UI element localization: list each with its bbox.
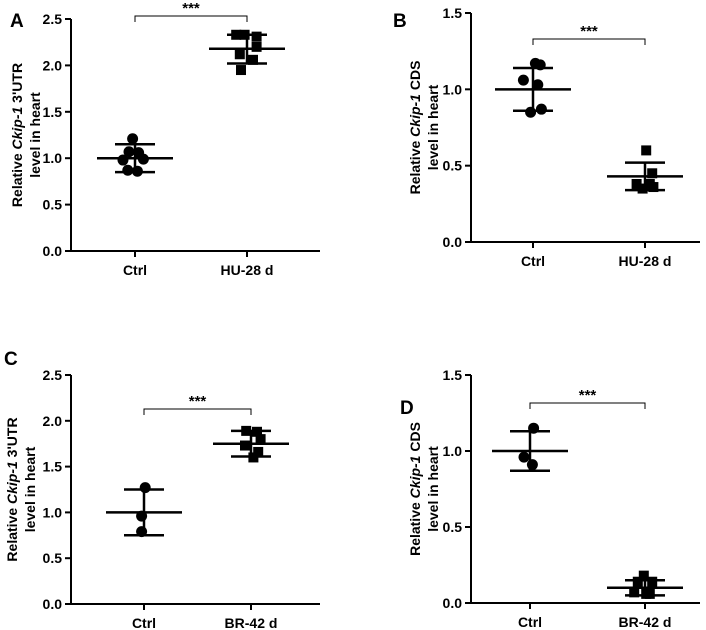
- data-point: [117, 154, 129, 166]
- y-tick-label: 0.5: [43, 550, 63, 566]
- data-point: [240, 440, 250, 451]
- y-tick-label: 1.5: [43, 104, 63, 120]
- data-point: [517, 74, 529, 86]
- y-axis-label: Relative Ckip-1 3'UTRlevel in heart: [9, 63, 43, 207]
- y-tick-label: 0.0: [43, 596, 63, 612]
- data-point: [139, 482, 151, 494]
- data-point: [629, 587, 640, 598]
- panel-c: C 0.0 0.5 1.0 1.5 2.0 2.5 Ctrl BR-42 d Relative C…: [4, 349, 320, 630]
- data-point: [122, 164, 134, 176]
- x-category-label: HU-28 d: [619, 253, 672, 269]
- data-point: [248, 54, 258, 65]
- x-category-label: Ctrl: [518, 614, 542, 630]
- panel-letter: B: [393, 11, 407, 32]
- data-point: [641, 145, 652, 156]
- data-point: [648, 182, 659, 193]
- y-tick-label: 0.5: [43, 197, 63, 213]
- panel-letter: D: [400, 398, 414, 419]
- y-tick-label: 1.0: [43, 504, 63, 520]
- data-point: [255, 434, 266, 445]
- data-point: [251, 41, 262, 52]
- y-tick-label: 0.0: [443, 595, 463, 611]
- panel-letter: A: [10, 11, 24, 32]
- data-point: [631, 178, 642, 189]
- y-tick-label: 1.5: [443, 5, 463, 21]
- data-point: [123, 146, 135, 158]
- data-point: [136, 526, 148, 538]
- data-point: [647, 576, 658, 587]
- x-category-label: BR-42 d: [619, 614, 672, 630]
- panel-d: D 0.0 0.5 1.0 1.5 Ctrl BR-42 d Relative Ckip-1 …: [400, 367, 700, 630]
- data-point: [253, 446, 264, 457]
- data-point: [234, 49, 245, 60]
- data-point: [526, 459, 538, 471]
- y-tick-label: 0.5: [443, 519, 463, 535]
- data-point: [638, 570, 649, 581]
- data-point: [131, 165, 143, 177]
- y-tick-label: 1.0: [443, 81, 463, 97]
- data-point: [632, 576, 643, 587]
- x-category-label: BR-42 d: [225, 615, 278, 630]
- significance-bracket: [134, 15, 248, 22]
- y-tick-label: 1.5: [43, 459, 63, 475]
- data-point: [525, 106, 537, 118]
- significance-bracket: [143, 408, 252, 415]
- data-point: [127, 133, 139, 145]
- y-tick-label: 0.5: [443, 158, 463, 174]
- data-point: [535, 103, 547, 115]
- y-tick-label: 1.0: [43, 150, 63, 166]
- significance-label: ***: [189, 393, 207, 410]
- x-category-label: HU-28 d: [221, 262, 274, 278]
- data-point: [528, 422, 540, 434]
- y-axis-label: Relative Ckip-1 CDSlevel in heart: [407, 61, 441, 195]
- x-category-label: Ctrl: [521, 253, 545, 269]
- data-point: [532, 79, 544, 91]
- y-tick-label: 2.0: [43, 57, 63, 73]
- data-point: [239, 29, 250, 40]
- significance-label: ***: [579, 387, 597, 404]
- y-tick-label: 2.5: [43, 11, 63, 27]
- y-tick-label: 0.0: [443, 234, 463, 250]
- data-point: [248, 452, 259, 463]
- panel-a: A 0.0 0.5 1.0 1.5 2.0 2.5 Ctrl HU-28 d Relative C…: [9, 0, 320, 278]
- x-category-label: Ctrl: [132, 615, 156, 630]
- x-category-label: Ctrl: [123, 262, 147, 278]
- panel-letter: C: [4, 349, 18, 370]
- y-tick-label: 2.5: [43, 367, 63, 383]
- y-axis-label: Relative Ckip-1 CDSlevel in heart: [407, 422, 441, 556]
- data-point: [252, 426, 262, 437]
- significance-label: ***: [580, 23, 598, 40]
- y-tick-label: 1.0: [443, 443, 463, 459]
- data-point: [518, 451, 530, 463]
- data-point: [637, 183, 648, 194]
- significance-bracket: [529, 402, 646, 409]
- data-point: [236, 65, 246, 76]
- y-axis-label: Relative Ckip-1 3'UTRlevel in heart: [4, 417, 38, 561]
- data-point: [231, 29, 242, 40]
- data-point: [137, 153, 149, 165]
- data-point: [647, 168, 658, 179]
- panel-b: B 0.0 0.5 1.0 1.5 Ctrl HU-28 d Relative Ckip-1 …: [393, 5, 700, 269]
- significance-label: ***: [182, 0, 200, 17]
- data-point: [534, 59, 546, 71]
- data-point: [241, 425, 252, 436]
- y-tick-label: 1.5: [443, 367, 463, 383]
- data-point: [641, 588, 652, 599]
- y-tick-label: 2.0: [43, 413, 63, 429]
- significance-bracket: [532, 38, 646, 45]
- data-point: [136, 510, 148, 522]
- y-tick-label: 0.0: [43, 243, 63, 259]
- data-point: [251, 31, 262, 42]
